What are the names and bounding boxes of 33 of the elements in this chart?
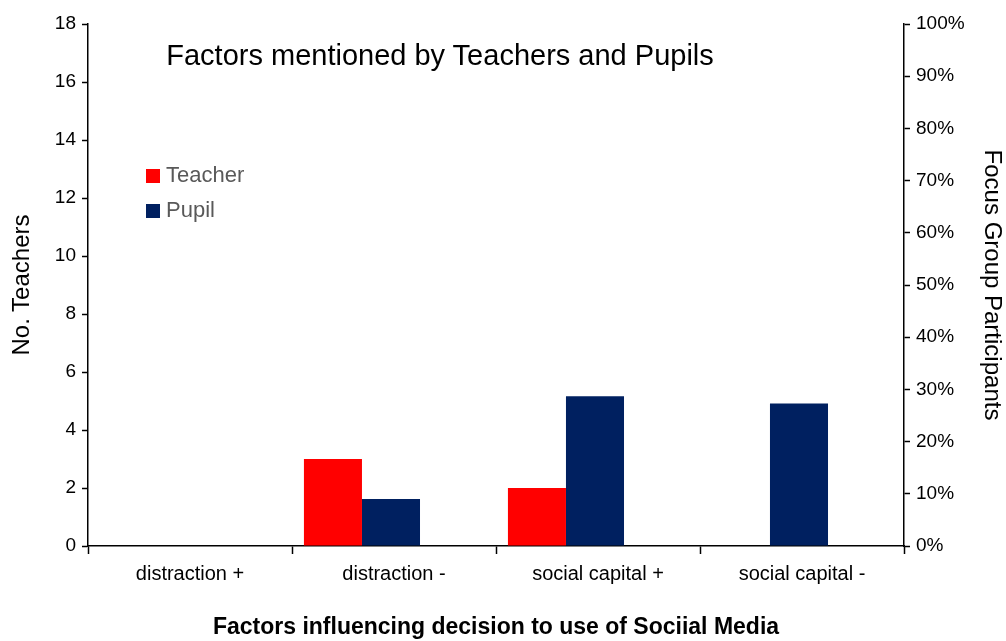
x-tick-label: distraction -	[342, 561, 446, 584]
y2-tick-label: 60%	[916, 221, 955, 243]
legend-label: Teacher	[166, 162, 245, 188]
legend-label: Pupil	[166, 197, 215, 223]
y-tick-label: 4	[65, 418, 77, 440]
bar	[565, 396, 625, 546]
y2-tick-label: 90%	[916, 64, 955, 86]
y2-tick-label: 0%	[916, 534, 944, 556]
y2-tick-label: 50%	[916, 273, 955, 295]
bar	[769, 403, 829, 546]
x-tick-label: distraction +	[135, 561, 245, 584]
y-tick-label: 6	[65, 360, 76, 382]
y-tick-label: 10	[54, 244, 76, 266]
y2-tick-label: 10%	[916, 482, 955, 504]
y2-tick-label: 20%	[916, 429, 955, 451]
y2-tick-label: 100%	[916, 12, 965, 34]
x-tick-label: social capital -	[738, 561, 866, 584]
y-axis-title: No. Teachers	[7, 214, 35, 356]
y2-tick-label: 70%	[916, 168, 955, 190]
y-tick-label: 18	[54, 12, 76, 34]
y2-tick-label: 30%	[916, 377, 955, 399]
y-tick-label: 2	[65, 476, 76, 498]
x-tick-label: social capital +	[532, 561, 664, 584]
y2-tick-label: 40%	[916, 325, 955, 347]
y-tick-label: 14	[54, 128, 77, 150]
text: Factors mentioned by Teachers and Pupils	[166, 39, 714, 71]
y2-tick-label: 80%	[916, 116, 955, 138]
y-tick-label: 12	[54, 186, 76, 208]
y-tick-label: 8	[65, 302, 76, 324]
y-tick-label: 0	[65, 534, 76, 556]
x-axis-title: Factors influencing decision to use of Sociial Media	[212, 612, 780, 639]
y-tick-label: 16	[54, 70, 76, 92]
y2-axis-title: Focus Group Participants	[979, 149, 1006, 421]
